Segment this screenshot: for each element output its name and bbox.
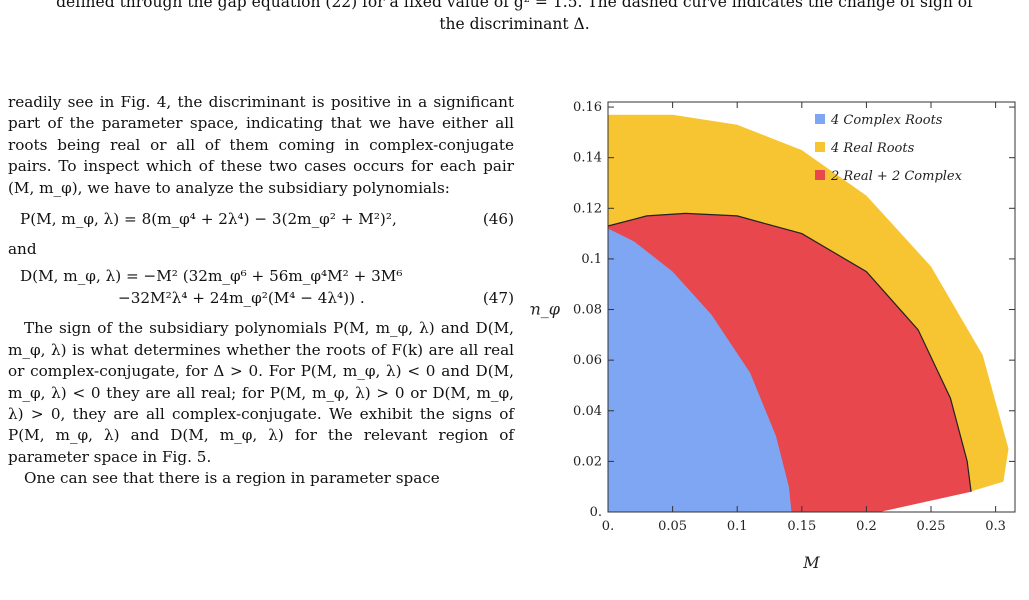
y-tick-label: 0.08	[573, 303, 602, 318]
and-text: and	[8, 240, 37, 259]
x-tick-label: 0.1	[727, 519, 748, 534]
x-tick-label: 0.	[602, 519, 614, 534]
equation-47-line-1: D(M, m_φ, λ) = −M² (32m_φ⁶ + 56m_φ⁴M² + …	[20, 267, 403, 286]
y-tick-label: 0.06	[573, 353, 602, 368]
text-column: readily see in Fig. 4, the discriminant …	[8, 92, 514, 490]
y-tick-label: 0.02	[573, 454, 602, 469]
y-tick-label: 0.1	[581, 252, 602, 267]
x-tick-label: 0.25	[917, 519, 946, 534]
equation-46: P(M, m_φ, λ) = 8(m_φ⁴ + 2λ⁴) − 3(2m_φ² +…	[8, 209, 514, 231]
caption-line-1: defined through the gap equation (22) fo…	[56, 0, 973, 11]
legend-label: 4 Complex Roots	[830, 113, 943, 128]
legend-swatch	[815, 170, 825, 180]
figure-plot: 0. 0.05 0.1 0.15 0.2 0.25 0.3 0. 0.02 0.04 0.06 0.0…	[526, 92, 1029, 582]
y-tick-label: 0.04	[573, 404, 602, 419]
x-tick-label: 0.3	[985, 519, 1006, 534]
legend-swatch	[815, 142, 825, 152]
y-tick-label: 0.16	[573, 100, 602, 115]
equation-47-number: (47)	[482, 289, 514, 308]
equation-46-body: P(M, m_φ, λ) = 8(m_φ⁴ + 2λ⁴) − 3(2m_φ² +…	[20, 210, 397, 229]
region-complex-roots	[608, 228, 792, 512]
y-axis-label: m_φ	[530, 300, 561, 319]
paragraph-2: The sign of the subsidiary polynomials P…	[8, 319, 514, 466]
x-tick-label: 0.05	[658, 519, 687, 534]
legend-label: 4 Real Roots	[830, 141, 915, 156]
equation-47-line-2: −32M²λ⁴ + 24m_φ²(M⁴ − 4λ⁴)) .	[118, 289, 365, 308]
y-tick-label: 0.14	[573, 151, 602, 166]
equation-47: D(M, m_φ, λ) = −M² (32m_φ⁶ + 56m_φ⁴M² + …	[8, 266, 514, 310]
legend-label: 2 Real + 2 Complex	[830, 169, 963, 184]
x-tick-label: 0.2	[856, 519, 877, 534]
equation-46-number: (46)	[482, 210, 514, 229]
paragraph-1: readily see in Fig. 4, the discriminant …	[8, 93, 514, 197]
region-plot: 0. 0.05 0.1 0.15 0.2 0.25 0.3 0. 0.02 0.04 0.06 0.0…	[526, 100, 1016, 572]
paragraph-3: One can see that there is a region in pa…	[24, 469, 440, 488]
legend-swatch	[815, 114, 825, 124]
y-tick-label: 0.12	[573, 201, 602, 216]
y-tick-label: 0.	[590, 505, 602, 520]
caption-line-2: the discriminant Δ.	[439, 15, 590, 33]
x-tick-label: 0.15	[787, 519, 816, 534]
discriminant-curve	[607, 212, 972, 492]
plot-frame	[607, 101, 1016, 513]
x-axis-label: M	[802, 553, 820, 572]
